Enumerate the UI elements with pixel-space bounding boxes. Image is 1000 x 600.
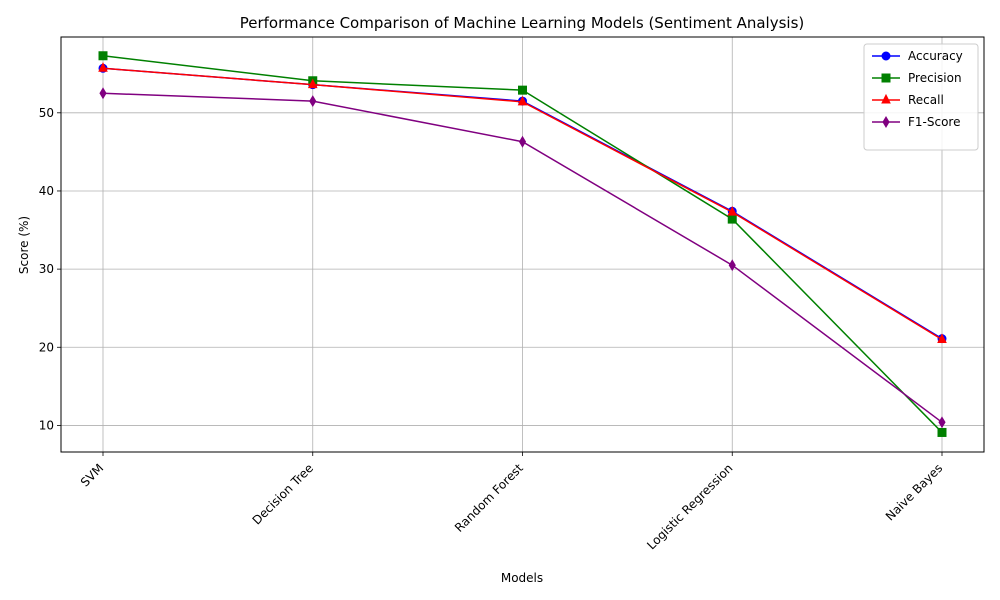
legend-label: F1-Score xyxy=(908,115,960,129)
legend-marker xyxy=(881,51,891,61)
recall-point xyxy=(937,333,947,343)
y-tick-label: 40 xyxy=(39,184,54,198)
precision-point xyxy=(518,85,527,95)
f1-score-point xyxy=(99,87,107,100)
y-axis-title: Score (%) xyxy=(17,216,31,274)
legend-marker xyxy=(882,116,890,128)
precision-point xyxy=(98,51,108,61)
x-tick-label: Naive Bayes xyxy=(883,461,945,523)
y-tick-label: 30 xyxy=(39,262,54,276)
x-tick-label: Random Forest xyxy=(452,461,526,535)
precision-point xyxy=(937,427,947,437)
series-layer xyxy=(98,51,947,437)
chart-title: Performance Comparison of Machine Learni… xyxy=(240,14,805,32)
axis-ticks: SVM Decision Tree Random Forest Logistic Re… xyxy=(39,106,946,553)
f1-score-point xyxy=(518,135,527,148)
recall-point xyxy=(727,205,738,216)
precision-point xyxy=(727,214,737,224)
legend-label: Precision xyxy=(908,71,962,85)
recall-point xyxy=(307,78,318,89)
legend-box xyxy=(863,43,979,151)
y-tick-label: 20 xyxy=(39,340,54,354)
legend-item-f1-score: F1-Score xyxy=(872,115,960,129)
legend-item-accuracy: Accuracy xyxy=(872,49,963,63)
series-f1-score xyxy=(99,87,946,429)
f1-score-point xyxy=(728,259,736,272)
legend: Accuracy Precision Recall F1-Score xyxy=(863,43,979,151)
legend-label: Recall xyxy=(908,93,944,107)
legend-marker xyxy=(881,93,891,104)
x-tick-label: Decision Tree xyxy=(250,461,316,527)
x-axis-title: Models xyxy=(501,571,543,585)
legend-label: Accuracy xyxy=(908,49,963,63)
x-tick-label: SVM xyxy=(78,461,106,489)
series-recall xyxy=(98,62,947,343)
x-tick-label: Logistic Regression xyxy=(644,461,735,552)
f1-score-point xyxy=(938,416,946,429)
recall-point xyxy=(517,95,528,106)
legend-marker xyxy=(881,73,891,83)
legend-item-recall: Recall xyxy=(872,93,944,107)
recall-point xyxy=(98,62,108,72)
y-tick-label: 10 xyxy=(39,418,54,432)
legend-item-precision: Precision xyxy=(872,71,962,85)
grid-lines xyxy=(61,37,984,452)
y-tick-label: 50 xyxy=(39,106,54,120)
f1-score-point xyxy=(309,95,317,108)
